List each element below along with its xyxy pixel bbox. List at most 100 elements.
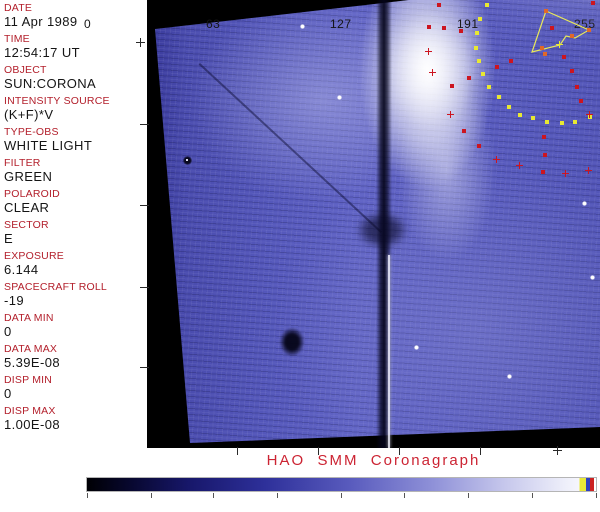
yellow-marker [472,44,480,52]
field-filter: FILTER GREEN [4,157,147,185]
red-marker [493,63,501,71]
colorbar-tick [151,493,152,498]
field-value: E [4,231,14,246]
colorbar-tick [468,493,469,498]
yellow-marker [476,15,484,23]
frame-tick-bottom [399,447,400,455]
frame-tick-bottom [318,447,319,455]
red-marker [568,67,576,75]
colorbar-tick [213,493,214,498]
colorbar-tick [341,493,342,498]
field-value: SUN:CORONA [4,76,97,91]
yellow-marker [505,103,513,111]
colorbar-tick [87,493,88,498]
orange-marker [542,7,550,15]
red-marker [589,0,597,7]
red-marker [448,82,456,90]
white-speck [335,93,343,101]
metadata-panel: DATE 11 Apr 1989 TIME 12:54:17 UT OBJECT… [0,2,147,436]
field-value: 12:54:17 UT [4,45,80,60]
red-cross-marker [446,110,454,118]
field-date: DATE 11 Apr 1989 [4,2,147,30]
field-disp-max: DISP MAX 1.00E-08 [4,405,147,433]
yellow-marker [529,114,537,122]
red-marker [507,57,515,65]
red-marker [465,74,473,82]
field-value: 6.144 [4,262,39,277]
dark-blob-artifact [280,328,304,356]
frame-tick-bottom [480,447,481,455]
colorbar-tick [277,493,278,498]
frame-tick-left [140,367,149,368]
field-intensity-source: INTENSITY SOURCE (K+F)*V [4,95,147,123]
colorbar [86,477,597,498]
yellow-marker [558,119,566,127]
red-marker [457,27,465,35]
white-speck [588,273,596,281]
frame-tick-left [140,287,149,288]
white-speck [580,199,588,207]
field-label: DISP MAX [4,405,56,417]
field-label: POLAROID [4,188,60,200]
red-marker [475,142,483,150]
yellow-marker [571,118,579,126]
pylon-dark-smudge [357,212,407,248]
field-label: DISP MIN [4,374,53,386]
field-label: INTENSITY SOURCE [4,95,110,107]
red-cross-marker [584,166,592,174]
field-label: DATA MIN [4,312,54,324]
colorbar-tick [404,493,405,498]
orange-marker [585,26,593,34]
image-canvas [147,0,600,448]
field-label: OBJECT [4,64,47,76]
yellow-marker [516,111,524,119]
field-spacecraft-roll: SPACECRAFT ROLL -19 [4,281,147,309]
red-marker [541,151,549,159]
yellow-marker [495,93,503,101]
dark-dot-artifact [183,156,192,165]
red-marker [573,83,581,91]
image-title: HAO SMM Coronagraph [266,452,481,469]
field-label: TIME [4,33,30,45]
field-time: TIME 12:54:17 UT [4,33,147,61]
white-speck [505,372,513,380]
field-value: CLEAR [4,200,50,215]
field-sector: SECTOR E [4,219,147,247]
field-data-min: DATA MIN 0 [4,312,147,340]
pylon-bright-core [388,255,390,448]
red-marker [425,23,433,31]
field-label: FILTER [4,157,41,169]
field-data-max: DATA MAX 5.39E-08 [4,343,147,371]
frame-tick-left [140,205,149,206]
field-value: (K+F)*V [4,107,54,122]
white-speck [412,343,420,351]
field-value: 0 [4,324,12,339]
yellow-cross-marker [555,40,563,48]
frame-tick-left [140,124,149,125]
field-polaroid: POLAROID CLEAR [4,188,147,216]
colorbar-tick [532,493,533,498]
colorbar-tick [596,493,597,498]
colorbar-label-0: 0 [84,17,92,31]
field-value: GREEN [4,169,53,184]
field-value: 0 [4,386,12,401]
red-marker [577,97,585,105]
field-disp-min: DISP MIN 0 [4,374,147,402]
frame-tick-bottom [237,447,238,455]
field-value: WHITE LIGHT [4,138,93,153]
red-cross-marker [515,161,523,169]
orange-marker [541,50,549,58]
field-object: OBJECT SUN:CORONA [4,64,147,92]
red-marker [440,24,448,32]
yellow-marker [475,57,483,65]
red-marker [548,24,556,32]
field-value: 5.39E-08 [4,355,60,370]
orange-marker [538,44,546,52]
field-value: 11 Apr 1989 [4,14,78,29]
field-type-obs: TYPE-OBS WHITE LIGHT [4,126,147,154]
yellow-marker [473,29,481,37]
colorbar-label-127: 127 [330,17,352,31]
colorbar-label-63: 63 [206,17,221,31]
field-label: DATE [4,2,33,14]
red-cross-marker [561,169,569,177]
